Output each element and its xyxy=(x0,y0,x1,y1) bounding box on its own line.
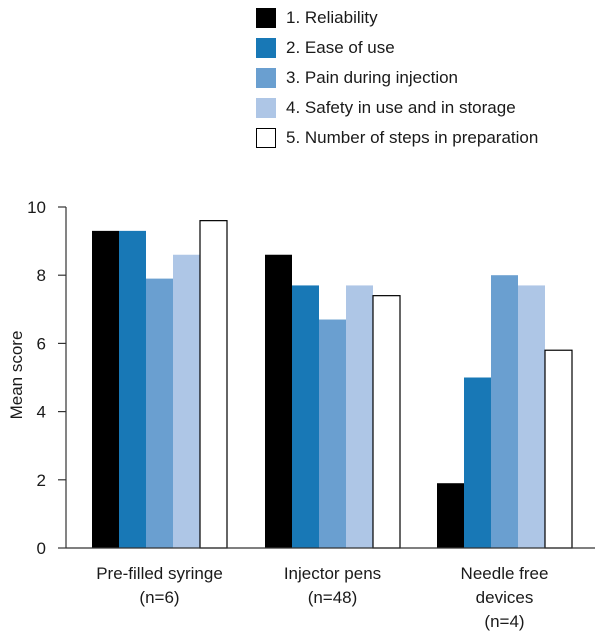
legend-item-reliability: 1. Reliability xyxy=(256,6,538,30)
bar xyxy=(199,220,228,549)
x-category-label-line: (n=48) xyxy=(308,588,358,607)
bar xyxy=(173,254,200,549)
bar xyxy=(92,230,119,548)
y-axis-ticks: 0 2 4 6 8 10 xyxy=(27,198,66,558)
legend-swatch-pain xyxy=(256,68,276,88)
x-category-label-line: Injector pens xyxy=(284,564,381,583)
bar xyxy=(518,285,545,548)
legend-swatch-ease-of-use xyxy=(256,38,276,58)
legend-label-safety: 4. Safety in use and in storage xyxy=(286,98,516,117)
legend-label-reliability: 1. Reliability xyxy=(286,8,378,27)
x-category-label: Injector pens (n=48) xyxy=(284,564,381,607)
bar xyxy=(544,349,573,549)
bar xyxy=(437,483,464,548)
legend-item-steps: 5. Number of steps in preparation xyxy=(256,126,538,150)
legend-label-pain: 3. Pain during injection xyxy=(286,68,459,87)
legend-label-ease-of-use: 2. Ease of use xyxy=(286,38,395,57)
legend-item-ease-of-use: 2. Ease of use xyxy=(256,36,538,60)
y-tick-label: 10 xyxy=(27,198,46,217)
legend-swatch-steps xyxy=(256,128,276,148)
x-category-label-line: (n=4) xyxy=(484,612,524,631)
bar xyxy=(119,230,146,548)
legend-item-pain: 3. Pain during injection xyxy=(256,66,538,90)
x-axis-labels: Pre-filled syringe (n=6) Injector pens (n=4… xyxy=(96,564,548,631)
x-category-label-line: Pre-filled syringe xyxy=(96,564,223,583)
x-category-label-line: Needle free xyxy=(461,564,549,583)
x-category-label-line: devices xyxy=(476,588,534,607)
y-tick-label: 4 xyxy=(37,403,46,422)
bar xyxy=(292,285,319,548)
bar xyxy=(319,319,346,548)
bar xyxy=(464,377,491,548)
legend-label-steps: 5. Number of steps in preparation xyxy=(286,128,539,147)
chart-legend: 1. Reliability 2. Ease of use 3. Pain du… xyxy=(256,6,538,156)
x-category-label-line: (n=6) xyxy=(139,588,179,607)
bar xyxy=(346,285,373,548)
bar xyxy=(265,254,292,549)
legend-item-safety: 4. Safety in use and in storage xyxy=(256,96,538,120)
y-tick-label: 6 xyxy=(37,334,46,353)
legend-swatch-reliability xyxy=(256,8,276,28)
y-tick-label: 8 xyxy=(37,266,46,285)
bar xyxy=(372,295,401,549)
y-tick-label: 0 xyxy=(37,539,46,558)
bar xyxy=(146,278,173,548)
y-axis-title: Mean score xyxy=(7,331,26,420)
x-category-label: Needle free devices (n=4) xyxy=(461,564,549,631)
y-tick-label: 2 xyxy=(37,471,46,490)
x-category-label: Pre-filled syringe (n=6) xyxy=(96,564,223,607)
bar xyxy=(491,275,518,548)
legend-swatch-safety xyxy=(256,98,276,118)
bar-group xyxy=(92,220,573,549)
